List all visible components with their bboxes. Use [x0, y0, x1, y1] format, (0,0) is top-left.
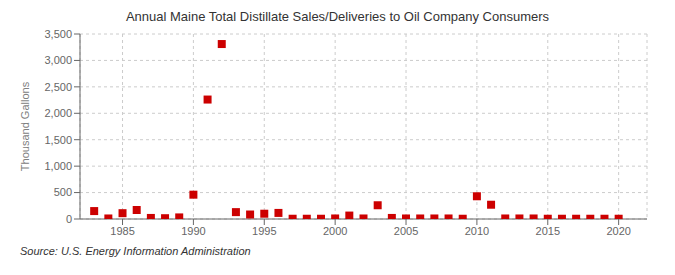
svg-text:2005: 2005: [394, 225, 418, 237]
svg-text:1995: 1995: [252, 225, 276, 237]
svg-text:2010: 2010: [465, 225, 489, 237]
svg-text:1,500: 1,500: [44, 134, 72, 146]
svg-text:2015: 2015: [536, 225, 560, 237]
svg-text:1985: 1985: [110, 225, 134, 237]
svg-text:2,000: 2,000: [44, 107, 72, 119]
svg-text:1,000: 1,000: [44, 160, 72, 172]
svg-text:3,500: 3,500: [44, 28, 72, 40]
svg-text:0: 0: [66, 213, 72, 225]
svg-text:2000: 2000: [323, 225, 347, 237]
svg-text:Thousand Gallons: Thousand Gallons: [19, 81, 31, 171]
html-text:Source: U.S. Energy Informatio: Source: U.S. Energy Information Administ…: [20, 245, 251, 257]
svg-text:1990: 1990: [181, 225, 205, 237]
svg-text:3,000: 3,000: [44, 54, 72, 66]
html-text:Annual Maine Total Distillate: Annual Maine Total Distillate Sales/Deli…: [125, 9, 550, 24]
svg-text:2020: 2020: [606, 225, 630, 237]
svg-text:2,500: 2,500: [44, 81, 72, 93]
svg-text:500: 500: [54, 186, 72, 198]
